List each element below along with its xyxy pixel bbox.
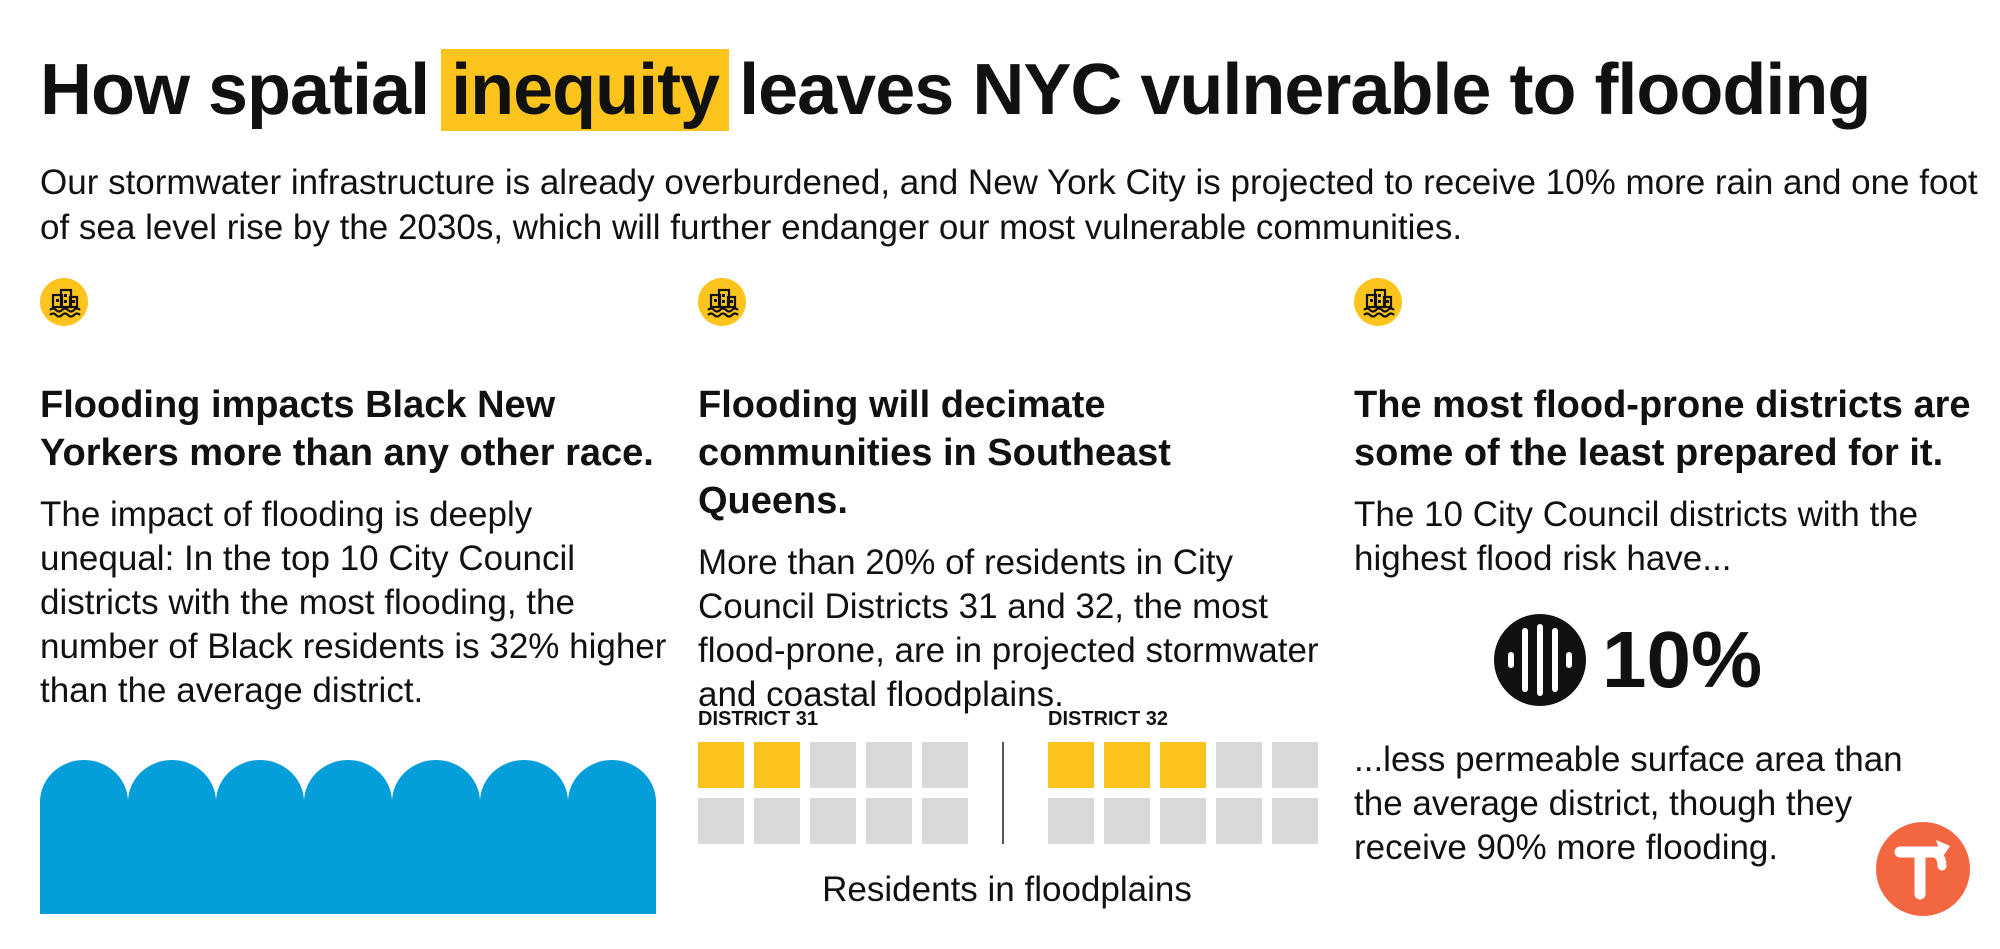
storm-drain-icon <box>1494 614 1586 706</box>
title-highlight: inequity <box>441 49 730 131</box>
column-black-new-yorkers: Flooding impacts Black New Yorkers more … <box>40 278 670 713</box>
column-least-prepared: The most flood-prone districts are some … <box>1354 278 1974 581</box>
permeable-surface-stat: 10% <box>1494 612 1762 708</box>
stat-value: 10% <box>1602 615 1763 704</box>
flooded-buildings-icon <box>1354 278 1402 326</box>
waffle-cell-empty <box>922 798 968 844</box>
waffle-cell-empty <box>1272 742 1318 788</box>
page-subtitle: Our stormwater infrastructure is already… <box>40 163 1978 247</box>
column-body: More than 20% of residents in City Counc… <box>698 543 1319 714</box>
wave-icon <box>40 760 656 914</box>
title-part-before: How spatial <box>40 50 430 130</box>
column-body-before: The 10 City Council districts with the h… <box>1354 495 1919 578</box>
title-part-after: leaves NYC vulnerable to flooding <box>739 50 1871 130</box>
flooded-buildings-icon <box>40 278 88 326</box>
waffle-cell-filled <box>1104 742 1150 788</box>
column-body-after: ...less permeable surface area than the … <box>1354 740 1903 867</box>
waffle-cell-empty <box>1048 798 1094 844</box>
waffle-cell-empty <box>810 798 856 844</box>
chart-caption: Residents in floodplains <box>822 870 1192 909</box>
flooded-buildings-icon <box>698 278 746 326</box>
waffle-cell-empty <box>866 798 912 844</box>
waffle-cell-filled <box>1048 742 1094 788</box>
district-divider <box>1002 742 1004 844</box>
waffle-cell-empty <box>810 742 856 788</box>
waffle-cell-empty <box>866 742 912 788</box>
waffle-cell-empty <box>1216 742 1262 788</box>
waffle-cell-empty <box>922 742 968 788</box>
waffle-cell-filled <box>754 742 800 788</box>
brand-logo-icon <box>1876 822 1970 916</box>
column-body: The impact of flooding is deeply unequal… <box>40 495 667 710</box>
district-31-label: DISTRICT 31 <box>698 708 819 730</box>
page-title: How spatial inequity leaves NYC vulnerab… <box>40 40 1871 140</box>
waffle-cell-filled <box>1160 742 1206 788</box>
floodplain-waffle-chart: DISTRICT 31 DISTRICT 32 Residents in flo… <box>698 708 1318 918</box>
waffle-cell-filled <box>698 742 744 788</box>
waffle-cell-empty <box>1216 798 1262 844</box>
waffle-cell-empty <box>754 798 800 844</box>
district-31-grid <box>698 742 968 844</box>
column-heading: Flooding will decimate communities in So… <box>698 384 1171 522</box>
waffle-cell-empty <box>698 798 744 844</box>
waffle-cell-empty <box>1104 798 1150 844</box>
column-heading: The most flood-prone districts are some … <box>1354 384 1971 474</box>
column-southeast-queens: Flooding will decimate communities in So… <box>698 278 1328 717</box>
waffle-cell-empty <box>1160 798 1206 844</box>
district-32-grid <box>1048 742 1318 844</box>
waffle-cell-empty <box>1272 798 1318 844</box>
column-heading: Flooding impacts Black New Yorkers more … <box>40 384 654 474</box>
district-32-label: DISTRICT 32 <box>1048 708 1169 730</box>
